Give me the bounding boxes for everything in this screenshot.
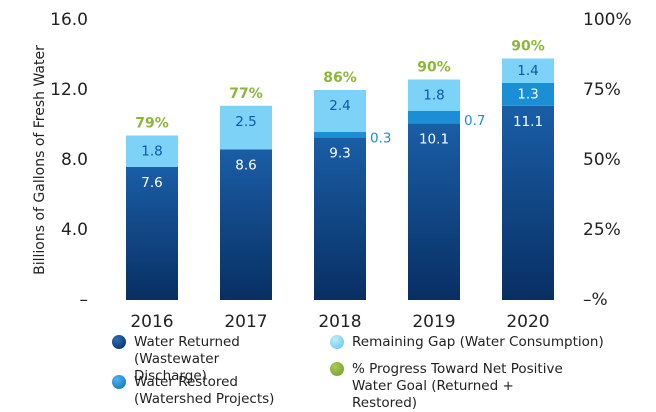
value-label: 7.6 [141, 175, 162, 191]
value-label: 2.5 [235, 114, 256, 130]
y-tick-label: 16.0 [50, 10, 88, 30]
value-label: 11.1 [513, 114, 543, 130]
bar-segment [314, 132, 366, 138]
y2-tick-label: 100% [583, 10, 632, 30]
percent-label: 86% [323, 70, 357, 86]
legend-label: Water Returned (Wastewater Discharge) [134, 334, 240, 384]
bar-segment [220, 149, 272, 300]
y2-tick-label: 25% [583, 220, 621, 240]
x-tick-label: 2020 [506, 312, 549, 330]
y2-tick-label: –% [583, 290, 608, 310]
y-tick-label: 12.0 [50, 80, 88, 100]
chart: Billions of Gallons of Fresh Water – 4.0 8… [32, 10, 632, 330]
value-label: 1.3 [517, 86, 538, 102]
bar-segment [502, 105, 554, 300]
legend-label: % Progress Toward Net Positive Water Goa… [352, 361, 563, 411]
bar-segment [314, 137, 366, 300]
percent-label: 77% [229, 86, 263, 102]
percent-label: 90% [511, 39, 545, 55]
value-label: 1.8 [423, 87, 444, 103]
y-axis-title: Billions of Gallons of Fresh Water [32, 45, 48, 275]
bar-segment [408, 79, 460, 111]
bar-segment [314, 90, 366, 132]
x-tick-label: 2018 [318, 312, 361, 330]
value-label: 1.8 [141, 143, 162, 159]
bar-segment [502, 58, 554, 83]
legend-swatch [112, 375, 126, 389]
percent-label: 79% [135, 116, 169, 132]
y-tick-label: 8.0 [61, 150, 88, 170]
x-tick-label: 2016 [130, 312, 173, 330]
bar-segment [408, 123, 460, 300]
value-label: 9.3 [329, 145, 350, 161]
bar-segment [408, 111, 460, 124]
y2-tick-label: 75% [583, 80, 621, 100]
legend-item: Remaining Gap (Water Consumption) [330, 334, 650, 351]
value-label: 10.1 [419, 131, 449, 147]
percent-label: 90% [417, 60, 451, 76]
legend-swatch [330, 362, 344, 376]
legend-swatch [112, 335, 126, 349]
legend-item: Water Returned (Wastewater Discharge) [112, 334, 292, 385]
bar-segment [126, 135, 178, 167]
value-label: 0.3 [370, 131, 391, 147]
legend-label: Remaining Gap (Water Consumption) [352, 334, 604, 350]
value-label: 1.4 [517, 63, 538, 79]
y-tick-label: – [80, 290, 89, 310]
y-tick-label: 4.0 [61, 220, 88, 240]
legend-label: Water Restored (Watershed Projects) [134, 374, 275, 407]
legend-swatch [330, 335, 344, 349]
x-tick-label: 2019 [412, 312, 455, 330]
value-label: 0.7 [464, 113, 485, 129]
y2-tick-label: 50% [583, 150, 621, 170]
x-tick-label: 2017 [224, 312, 267, 330]
bar-segment [126, 167, 178, 300]
legend-item: % Progress Toward Net Positive Water Goa… [330, 361, 570, 412]
legend-item: Water Restored (Watershed Projects) [112, 374, 292, 408]
value-label: 2.4 [329, 98, 350, 114]
value-label: 8.6 [235, 158, 256, 174]
bar-segment [220, 105, 272, 150]
bar-segment [502, 83, 554, 106]
